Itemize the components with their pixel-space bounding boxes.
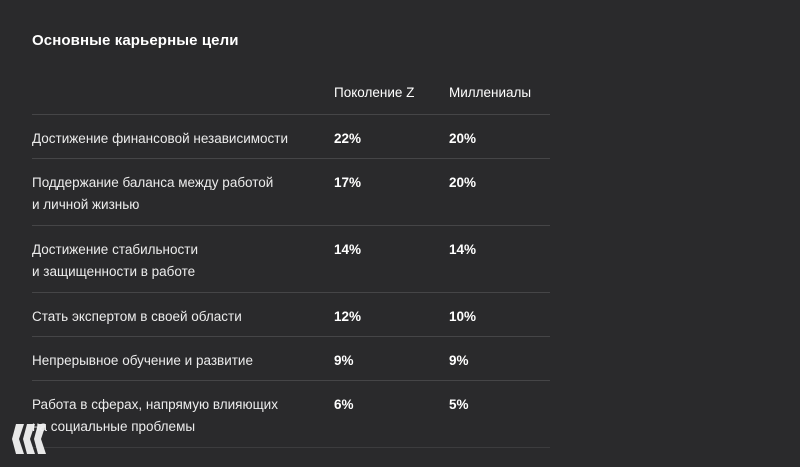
- goal-label: Достижение финансовой независимости: [32, 131, 288, 146]
- table-header: Поколение Z Миллениалы: [32, 74, 550, 115]
- gen-z-value: 17%: [334, 175, 362, 190]
- column-header-gen-z: Поколение Z: [334, 85, 415, 100]
- page-title: Основные карьерные цели: [32, 32, 239, 49]
- goal-label: Поддержание баланса между работой и личн…: [32, 175, 274, 212]
- table-row: Достижение стабильности и защищенности в…: [32, 226, 550, 293]
- millennials-value: 9%: [449, 353, 469, 368]
- table-row: Достижение финансовой независимости 22% …: [32, 115, 550, 159]
- goal-label: Непрерывное обучение и развитие: [32, 353, 253, 368]
- millennials-value: 5%: [449, 397, 469, 412]
- goal-label: Стать экспертом в своей области: [32, 309, 242, 324]
- goal-label: Достижение стабильности и защищенности в…: [32, 242, 198, 279]
- millennials-value: 20%: [449, 175, 477, 190]
- millennials-value: 10%: [449, 309, 477, 324]
- habr-logo-icon: [12, 424, 46, 454]
- gen-z-value: 12%: [334, 309, 362, 324]
- millennials-value: 20%: [449, 131, 477, 146]
- table-row: Непрерывное обучение и развитие 9% 9%: [32, 337, 550, 381]
- column-header-millennials: Миллениалы: [449, 85, 532, 100]
- gen-z-value: 14%: [334, 242, 362, 257]
- gen-z-value: 9%: [334, 353, 354, 368]
- gen-z-value: 22%: [334, 131, 362, 146]
- table-row: Стать экспертом в своей области 12% 10%: [32, 293, 550, 337]
- gen-z-value: 6%: [334, 397, 354, 412]
- table-row: Поддержание баланса между работой и личн…: [32, 159, 550, 226]
- millennials-value: 14%: [449, 242, 477, 257]
- career-goals-table: Поколение Z Миллениалы Достижение финанс…: [32, 74, 550, 448]
- table-row: Работа в сферах, напрямую влияющих на со…: [32, 381, 550, 448]
- goal-label: Работа в сферах, напрямую влияющих на со…: [32, 397, 278, 434]
